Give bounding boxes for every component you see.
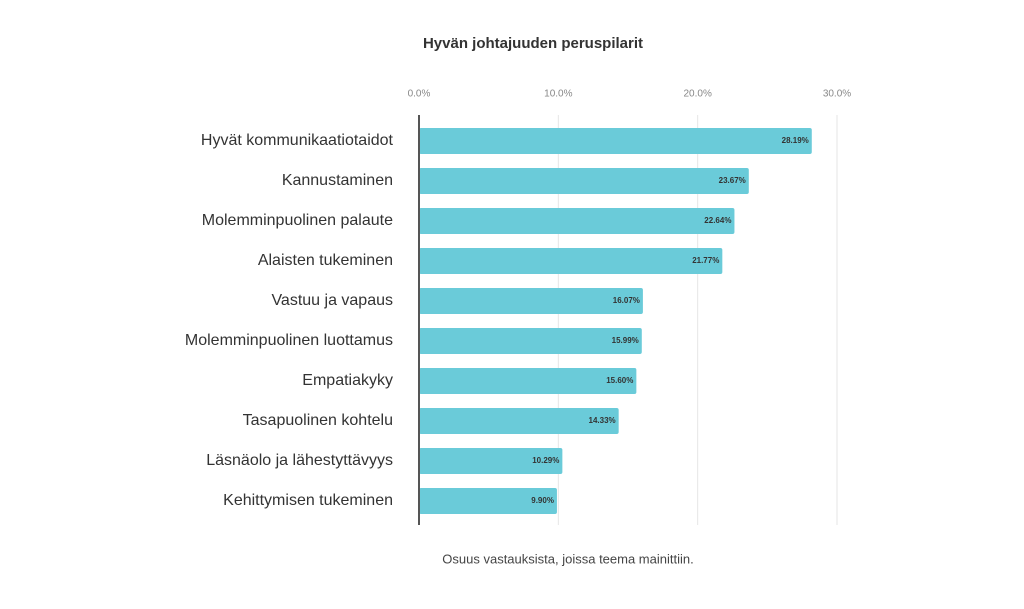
data-label: 28.19% — [782, 136, 809, 145]
data-label: 23.67% — [719, 176, 746, 185]
data-label: 21.77% — [692, 256, 719, 265]
bar — [419, 328, 642, 354]
data-label: 16.07% — [613, 296, 640, 305]
x-axis-label: Osuus vastauksista, joissa teema mainitt… — [442, 551, 693, 566]
data-label: 15.60% — [606, 376, 633, 385]
bar — [419, 168, 749, 194]
bar — [419, 448, 563, 474]
y-tick-label: Vastuu ja vapaus — [271, 292, 393, 309]
y-tick-label: Empatiakyky — [302, 372, 393, 389]
x-tick-label: 30.0% — [823, 89, 851, 100]
data-label: 10.29% — [532, 456, 559, 465]
y-tick-label: Molemminpuolinen luottamus — [185, 332, 393, 349]
x-tick-label: 10.0% — [544, 89, 572, 100]
chart-title: Hyvän johtajuuden peruspilarit — [423, 35, 643, 52]
bar — [419, 288, 643, 314]
x-tick-label: 0.0% — [408, 89, 431, 100]
data-label: 15.99% — [612, 336, 639, 345]
bar — [419, 368, 637, 394]
bar — [419, 208, 735, 234]
data-label: 9.90% — [531, 496, 554, 505]
y-tick-label: Kehittymisen tukeminen — [223, 492, 393, 509]
data-label: 14.33% — [589, 416, 616, 425]
bar — [419, 248, 723, 274]
y-tick-label: Hyvät kommunikaatiotaidot — [201, 132, 394, 149]
y-tick-label: Alaisten tukeminen — [258, 252, 393, 269]
bar — [419, 488, 557, 514]
data-label: 22.64% — [704, 216, 731, 225]
x-tick-label: 20.0% — [683, 89, 711, 100]
y-tick-label: Tasapuolinen kohtelu — [243, 412, 393, 429]
y-tick-label: Kannustaminen — [282, 172, 393, 189]
bar — [419, 408, 619, 434]
bar — [419, 128, 812, 154]
y-tick-label: Läsnäolo ja lähestyttävyys — [206, 452, 393, 469]
y-tick-label: Molemminpuolinen palaute — [202, 212, 393, 229]
